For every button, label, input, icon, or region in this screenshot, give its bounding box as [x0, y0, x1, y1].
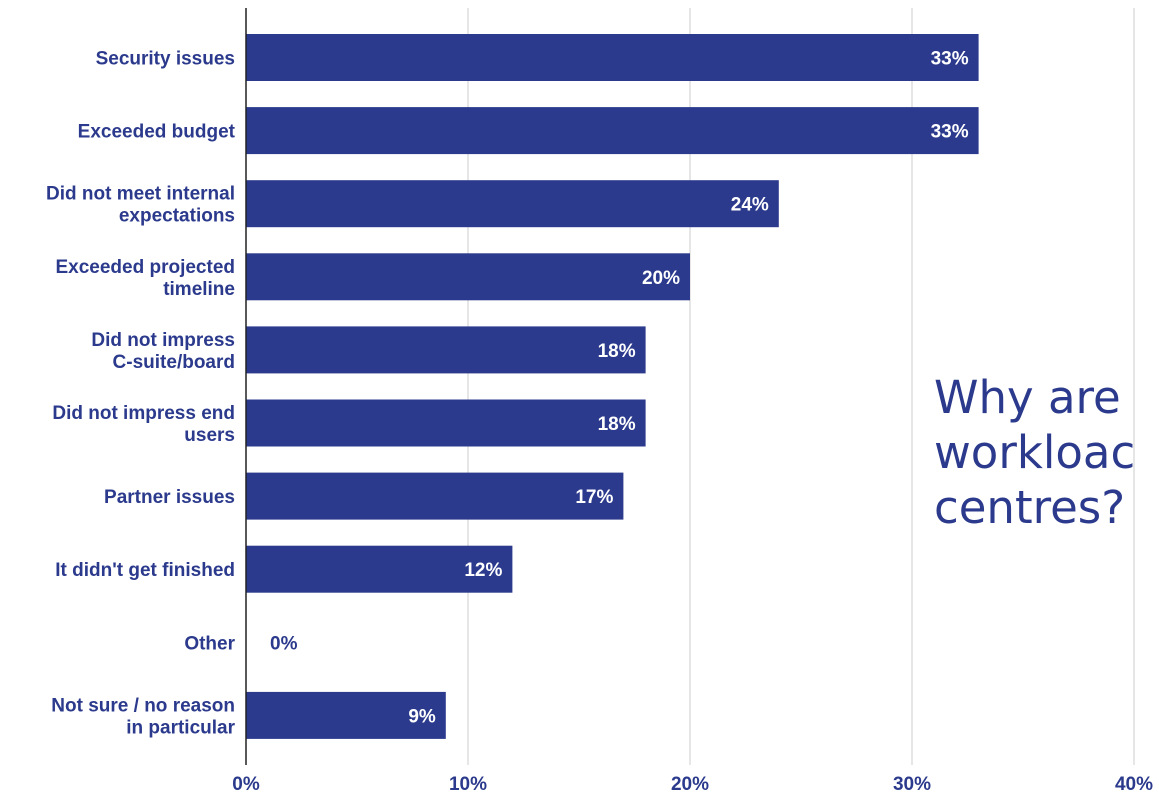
- bar: [246, 180, 779, 228]
- bar: [246, 34, 979, 81]
- category-label: It didn't get finished: [55, 560, 235, 581]
- x-tick-label: 20%: [671, 774, 709, 795]
- value-label: 33%: [931, 122, 969, 143]
- bar: [246, 107, 979, 155]
- bar: [246, 399, 646, 447]
- category-label: expectations: [119, 206, 235, 227]
- bar: [246, 472, 624, 520]
- category-label: users: [184, 425, 235, 446]
- value-label: 18%: [598, 341, 636, 362]
- category-label: Exceeded projected: [55, 257, 235, 278]
- category-label: Security issues: [96, 49, 235, 70]
- overlay-title-line-2: workloac: [934, 426, 1136, 479]
- value-label: 33%: [931, 49, 969, 70]
- bar: [246, 691, 446, 739]
- category-label: Other: [184, 633, 235, 654]
- category-label: Exceeded budget: [78, 122, 236, 143]
- value-label: 0%: [270, 633, 298, 654]
- value-label: 9%: [408, 706, 436, 727]
- bar: [246, 545, 513, 593]
- x-tick-label: 40%: [1115, 774, 1153, 795]
- overlay-title-line-1: Why are: [934, 371, 1121, 424]
- value-label: 17%: [575, 487, 613, 508]
- value-label: 18%: [598, 414, 636, 435]
- category-label: Did not impress: [91, 330, 235, 351]
- category-label: Partner issues: [104, 487, 235, 508]
- category-label: Did not impress end: [52, 403, 235, 424]
- category-label: Did not meet internal: [46, 184, 235, 205]
- category-label: timeline: [163, 279, 235, 300]
- value-label: 12%: [464, 560, 502, 581]
- x-tick-label: 0%: [232, 774, 260, 795]
- overlay-title-line-3: centres?: [934, 481, 1126, 534]
- overlay-title-text: Why are workloac centres?: [934, 370, 1159, 535]
- category-label: Not sure / no reason: [51, 695, 235, 716]
- x-tick-label: 30%: [893, 774, 931, 795]
- value-label: 20%: [642, 268, 680, 289]
- category-label: in particular: [126, 717, 235, 738]
- bar: [246, 253, 690, 301]
- value-label: 24%: [731, 195, 769, 216]
- category-label: C-suite/board: [113, 352, 235, 373]
- x-tick-label: 10%: [449, 774, 487, 795]
- bar: [246, 326, 646, 374]
